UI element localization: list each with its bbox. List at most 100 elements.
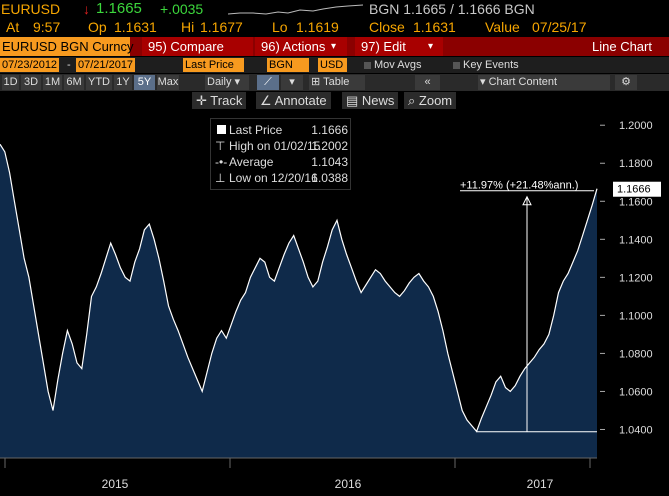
legend-value: 1.2002	[311, 139, 348, 153]
start-date-input[interactable]: 07/23/2012	[0, 58, 60, 72]
value-date: 07/25/17	[532, 19, 587, 35]
track-label: Track	[210, 93, 243, 108]
legend-row-average: -•- Average 1.1043	[211, 154, 350, 170]
close-label: Close	[369, 19, 405, 35]
legend-row-high: ⊤ High on 01/02/15 1.2002	[211, 138, 350, 154]
chart-type-label[interactable]: Line Chart	[592, 39, 652, 54]
x-tick-label: 2015	[102, 477, 129, 491]
arrow-head-icon	[522, 195, 532, 206]
y-tick-label: 1.1600	[619, 196, 653, 208]
function-toolbar: EURUSD BGN Curncy 95) Compare 96) Action…	[0, 37, 669, 56]
annotate-label: Annotate	[274, 93, 327, 108]
annotate-button[interactable]: ∠ Annotate	[256, 92, 331, 109]
track-button[interactable]: ✛ Track	[192, 92, 247, 109]
mov-avgs-label: Mov Avgs	[374, 59, 422, 71]
zoom-icon: ⌕	[408, 93, 416, 108]
period-button-1y[interactable]: 1Y	[114, 75, 132, 90]
legend-label: High on 01/02/15	[229, 139, 321, 153]
down-arrow-icon: ↓	[83, 1, 90, 17]
crosshair-icon: ✛	[196, 93, 207, 108]
frequency-select[interactable]: Daily ▾	[205, 75, 249, 90]
compare-button[interactable]: 95) Compare	[142, 37, 253, 56]
open-label: Op	[88, 19, 107, 35]
low-value: 1.1619	[296, 19, 339, 35]
period-button-ytd[interactable]: YTD	[86, 75, 112, 90]
table-label: Table	[323, 76, 350, 88]
price-line	[0, 143, 598, 433]
y-tick-label: 1.0400	[619, 424, 653, 436]
zoom-button[interactable]: ⌕ Zoom	[404, 92, 457, 109]
chart-style-icon[interactable]: ▾	[281, 75, 303, 90]
high-marker-icon: ⊤	[215, 139, 226, 153]
chevron-down-icon: ▾	[480, 76, 486, 88]
key-events-toggle[interactable]: Key Events	[453, 57, 519, 73]
period-button-3d[interactable]: 3D	[21, 75, 41, 90]
source-select[interactable]: BGN	[267, 58, 309, 72]
legend-value: 1.1666	[311, 123, 348, 137]
legend-label: Low on 12/20/16	[229, 171, 318, 185]
y-tick-label: 1.1800	[619, 158, 653, 170]
last-price-tag	[613, 181, 661, 197]
end-date-input[interactable]: 07/21/2017	[76, 58, 136, 72]
period-bar: 1D 3D 1M 6M YTD 1Y 5Y Max Daily ▾ ⟋ ▾ ⊞ Table «…	[0, 74, 669, 91]
at-label: At	[6, 19, 20, 35]
table-button[interactable]: ⊞ Table	[309, 75, 365, 90]
white-square-icon	[217, 125, 226, 134]
last-price: 1.1665	[96, 0, 142, 17]
time-value: 9:57	[33, 19, 61, 35]
change-annotation: +11.97% (+21.48%ann.)	[460, 180, 578, 192]
period-button-6m[interactable]: 6M	[64, 75, 84, 90]
actions-button[interactable]: 96) Actions	[255, 37, 347, 56]
zoom-label: Zoom	[418, 93, 453, 108]
edit-dropdown-icon[interactable]: ▾	[428, 41, 434, 52]
mov-avgs-checkbox[interactable]	[364, 61, 371, 69]
chart-content-button[interactable]: ▾ Chart Content	[478, 75, 610, 90]
y-tick-label: 1.2000	[619, 120, 653, 132]
ticker-bar: EURUSD ↓ 1.1665 +.0035 BGN 1.1665 / 1.16…	[0, 0, 669, 18]
period-button-max[interactable]: Max	[157, 75, 179, 90]
y-tick-label: 1.1400	[619, 234, 653, 246]
collapse-icon[interactable]: «	[415, 75, 440, 90]
settings-gear-icon[interactable]: ⚙	[615, 75, 637, 90]
period-button-1d[interactable]: 1D	[2, 75, 19, 90]
y-tick-label: 1.1200	[619, 272, 653, 284]
bid-ask-quote: BGN 1.1665 / 1.1666 BGN	[369, 1, 535, 17]
edit-button[interactable]: 97) Edit	[355, 37, 443, 56]
average-marker-icon: -•-	[215, 155, 228, 169]
low-label: Lo	[272, 19, 288, 35]
ticker-symbol[interactable]: EURUSD	[1, 1, 61, 17]
date-separator: -	[67, 59, 71, 71]
key-events-label: Key Events	[463, 59, 519, 71]
frequency-label: Daily	[207, 76, 232, 88]
x-tick-label: 2017	[527, 477, 554, 491]
chart-legend[interactable]: Last Price 1.1666 ⊤ High on 01/02/15 1.2…	[210, 118, 351, 190]
legend-value: 1.0388	[311, 171, 348, 185]
security-field[interactable]: EURUSD BGN Curncy	[0, 37, 134, 56]
high-value: 1.1677	[200, 19, 243, 35]
actions-dropdown-icon[interactable]: ▾	[331, 41, 337, 52]
period-button-5y[interactable]: 5Y	[134, 75, 155, 90]
net-change: +.0035	[160, 1, 204, 17]
news-button[interactable]: ▤ News	[342, 92, 399, 109]
field-select[interactable]: Last Price	[183, 58, 244, 72]
table-icon: ⊞	[311, 76, 321, 88]
last-price-tag-label: 1.1666	[617, 184, 651, 196]
legend-value: 1.1043	[311, 155, 348, 169]
legend-row-low: ⊥ Low on 12/20/16 1.0388	[211, 170, 350, 186]
y-tick-label: 1.0600	[619, 386, 653, 398]
x-tick-label: 2016	[335, 477, 362, 491]
line-chart-icon[interactable]: ⟋	[257, 75, 279, 90]
legend-label: Average	[229, 155, 274, 169]
news-label: News	[361, 93, 395, 108]
currency-select[interactable]: USD	[318, 58, 347, 72]
mov-avgs-toggle[interactable]: Mov Avgs	[364, 57, 422, 73]
chart-content-label: Chart Content	[488, 76, 558, 88]
value-date-label: Value	[485, 19, 520, 35]
quote-info-bar: At 9:57 Op 1.1631 Hi 1.1677 Lo 1.1619 Cl…	[0, 18, 669, 36]
y-tick-label: 1.1000	[619, 310, 653, 322]
period-button-1m[interactable]: 1M	[43, 75, 62, 90]
legend-row-last: Last Price 1.1666	[211, 122, 350, 138]
news-icon: ▤	[346, 93, 359, 108]
key-events-checkbox[interactable]	[453, 61, 460, 69]
legend-label: Last Price	[229, 123, 283, 137]
